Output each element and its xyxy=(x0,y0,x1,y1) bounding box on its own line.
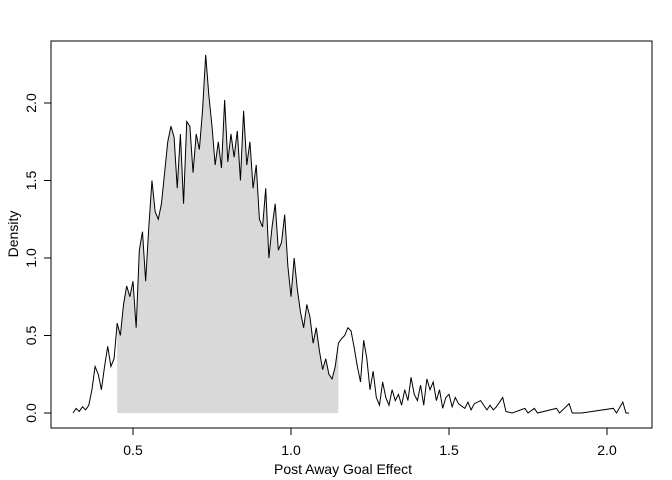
y-axis-label: Density xyxy=(5,211,21,258)
y-tick-label: 0.0 xyxy=(23,403,39,423)
shaded-area xyxy=(117,54,339,413)
x-axis-label: Post Away Goal Effect xyxy=(274,461,412,477)
x-tick-label: 2.0 xyxy=(597,442,617,458)
y-tick-label: 2.0 xyxy=(23,93,39,113)
y-tick-label: 1.5 xyxy=(23,171,39,191)
x-tick-label: 1.0 xyxy=(281,442,301,458)
x-tick-label: 0.5 xyxy=(123,442,143,458)
x-tick-label: 1.5 xyxy=(439,442,459,458)
y-tick-label: 0.5 xyxy=(23,326,39,346)
density-line xyxy=(72,54,630,414)
y-tick-label: 1.0 xyxy=(23,248,39,268)
